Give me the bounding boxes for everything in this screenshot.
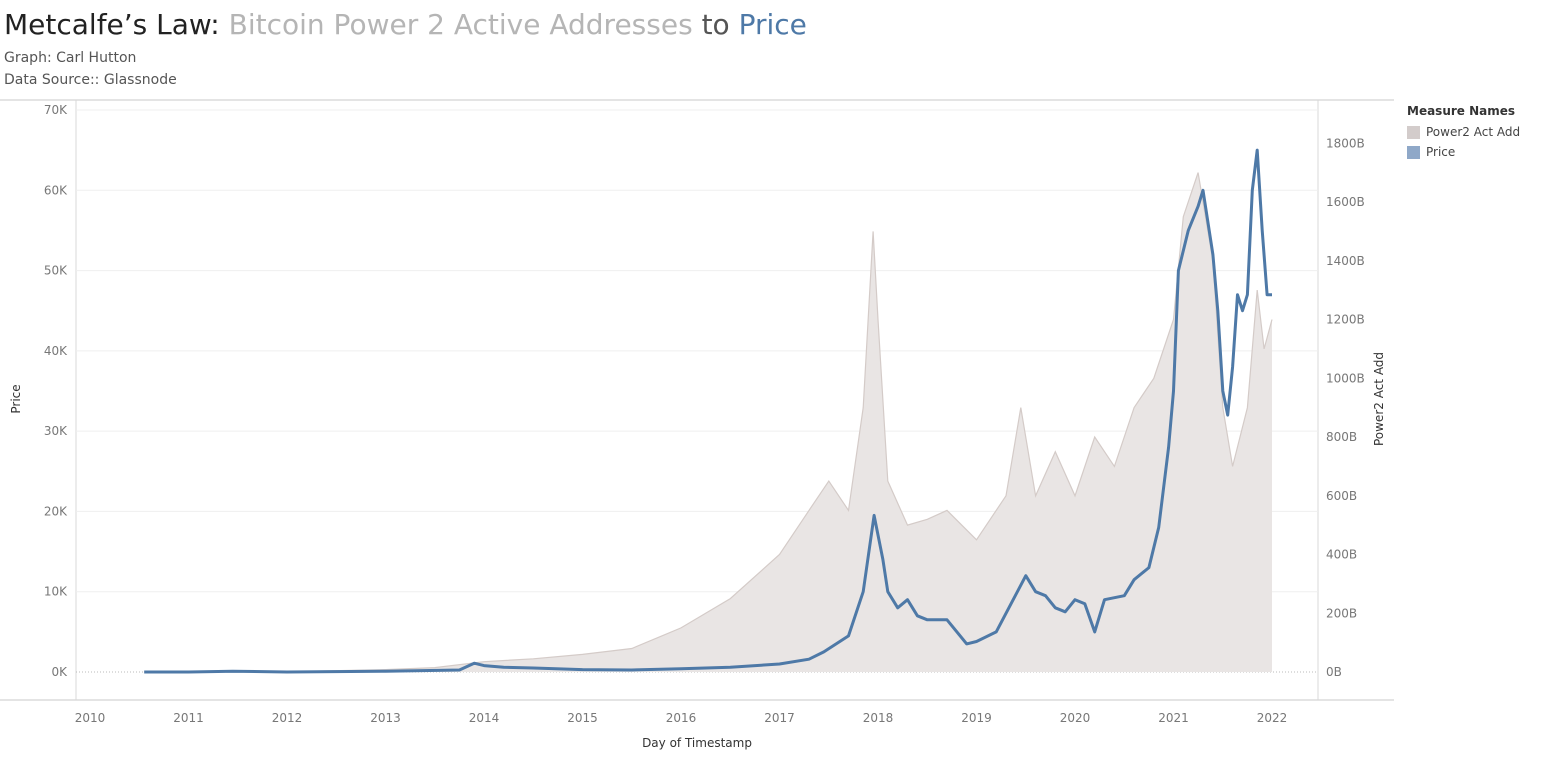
x-tick-label: 2011 — [173, 711, 204, 725]
x-tick-label: 2016 — [666, 711, 697, 725]
y-left-tick-label: 70K — [44, 103, 68, 117]
y-left-tick-label: 40K — [44, 344, 68, 358]
x-axis-title: Day of Timestamp — [642, 736, 752, 750]
x-tick-label: 2014 — [469, 711, 500, 725]
y-left-tick-label: 10K — [44, 585, 68, 599]
y-right-tick-label: 800B — [1326, 430, 1357, 444]
chart-title: Metcalfe’s Law: Bitcoin Power 2 Active A… — [4, 8, 807, 41]
title-part-1: Metcalfe’s Law: — [4, 8, 229, 41]
legend-title: Measure Names — [1407, 104, 1516, 118]
y-right-tick-label: 0B — [1326, 665, 1342, 679]
subtitle-author: Graph: Carl Hutton — [4, 50, 137, 66]
title-part-4: Price — [738, 8, 807, 41]
x-tick-label: 2012 — [272, 711, 303, 725]
series-line-price — [144, 148, 1272, 674]
series-area-power2 — [144, 172, 1273, 672]
x-tick-label: 2022 — [1257, 711, 1288, 725]
legend: Measure Names Power2 Act Add Price — [1407, 104, 1520, 162]
subtitle-source: Data Source:: Glassnode — [4, 72, 177, 88]
y-right-tick-label: 1800B — [1326, 136, 1365, 150]
x-tick-label: 2018 — [863, 711, 894, 725]
y-left-axis-title: Price — [9, 384, 23, 413]
legend-item-power2[interactable]: Power2 Act Add — [1407, 122, 1520, 142]
y-right-tick-label: 400B — [1326, 548, 1357, 562]
x-tick-label: 2017 — [764, 711, 795, 725]
y-right-tick-label: 1200B — [1326, 313, 1365, 327]
y-right-axis-title: Power2 Act Add — [1372, 352, 1386, 446]
title-part-3: to — [692, 8, 739, 41]
x-tick-label: 2020 — [1060, 711, 1091, 725]
x-tick-label: 2021 — [1158, 711, 1189, 725]
x-tick-label: 2013 — [370, 711, 401, 725]
legend-label-price: Price — [1426, 145, 1456, 159]
x-tick-label: 2015 — [567, 711, 598, 725]
y-right-tick-label: 1600B — [1326, 195, 1365, 209]
series-area-power2-outline — [144, 172, 1273, 673]
y-right-tick-label: 1400B — [1326, 254, 1365, 268]
legend-swatch-price — [1407, 145, 1420, 159]
y-left-tick-label: 50K — [44, 264, 68, 278]
y-left-tick-label: 30K — [44, 424, 68, 438]
x-tick-label: 2010 — [75, 711, 106, 725]
y-left-tick-label: 60K — [44, 183, 68, 197]
legend-label-power2: Power2 Act Add — [1426, 125, 1521, 139]
y-right-tick-label: 600B — [1326, 489, 1357, 503]
y-left-tick-label: 20K — [44, 504, 68, 518]
x-tick-label: 2019 — [961, 711, 992, 725]
title-part-2: Bitcoin Power 2 Active Addresses — [228, 8, 693, 41]
y-right-tick-label: 200B — [1326, 606, 1357, 620]
legend-item-price[interactable]: Price — [1407, 142, 1520, 162]
y-right-tick-label: 1000B — [1326, 371, 1365, 385]
legend-swatch-power2 — [1407, 125, 1420, 139]
y-left-tick-label: 0K — [51, 665, 68, 679]
